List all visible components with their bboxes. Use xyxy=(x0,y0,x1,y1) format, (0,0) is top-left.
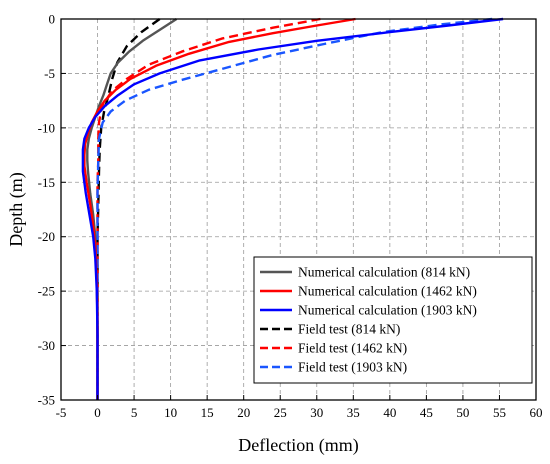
axis-ticks: -5 0 5 10 15 20 25 30 35 40 45 50 55 60 0 -5 -10 -15 -20 -2… xyxy=(38,12,543,421)
x-tick-label: 40 xyxy=(383,405,396,420)
y-tick-label: -15 xyxy=(38,175,55,190)
y-tick-label: -5 xyxy=(44,66,55,81)
x-tick-label: 60 xyxy=(530,405,543,420)
y-tick-label: -35 xyxy=(38,393,55,408)
y-tick-label: -30 xyxy=(38,338,55,353)
x-tick-label: 45 xyxy=(420,405,433,420)
gridlines xyxy=(61,19,536,400)
x-tick-label: 55 xyxy=(493,405,506,420)
legend-label: Field test (814 kN) xyxy=(298,322,400,337)
x-tick-label: 15 xyxy=(201,405,214,420)
y-tick-label: 0 xyxy=(49,12,56,27)
x-tick-label: 0 xyxy=(94,405,101,420)
legend-box xyxy=(253,256,533,384)
x-tick-label: -5 xyxy=(56,405,67,420)
x-tick-label: 20 xyxy=(237,405,250,420)
series-lines xyxy=(81,17,504,400)
x-tick-label: 5 xyxy=(131,405,138,420)
legend-label: Numerical calculation (1903 kN) xyxy=(298,303,477,318)
legend-label: Field test (1903 kN) xyxy=(298,360,407,375)
plot-frame xyxy=(60,18,537,401)
x-tick-label: 10 xyxy=(164,405,177,420)
legend-label: Numerical calculation (1462 kN) xyxy=(298,284,477,299)
y-tick-label: -10 xyxy=(38,120,55,135)
x-tick-label: 30 xyxy=(310,405,323,420)
x-tick-label: 35 xyxy=(347,405,360,420)
series-line xyxy=(81,17,504,400)
legend-label: Field test (1462 kN) xyxy=(298,341,407,356)
legend-label: Numerical calculation (814 kN) xyxy=(298,265,470,280)
x-axis-title: Deflection (mm) xyxy=(238,435,358,456)
legend: Numerical calculation (814 kN) Numerical … xyxy=(253,256,533,384)
y-tick-label: -20 xyxy=(38,229,55,244)
x-tick-label: 50 xyxy=(456,405,469,420)
y-axis-title: Depth (m) xyxy=(6,172,27,246)
y-tick-label: -25 xyxy=(38,284,55,299)
series-line xyxy=(96,17,493,400)
x-tick-label: 25 xyxy=(274,405,287,420)
